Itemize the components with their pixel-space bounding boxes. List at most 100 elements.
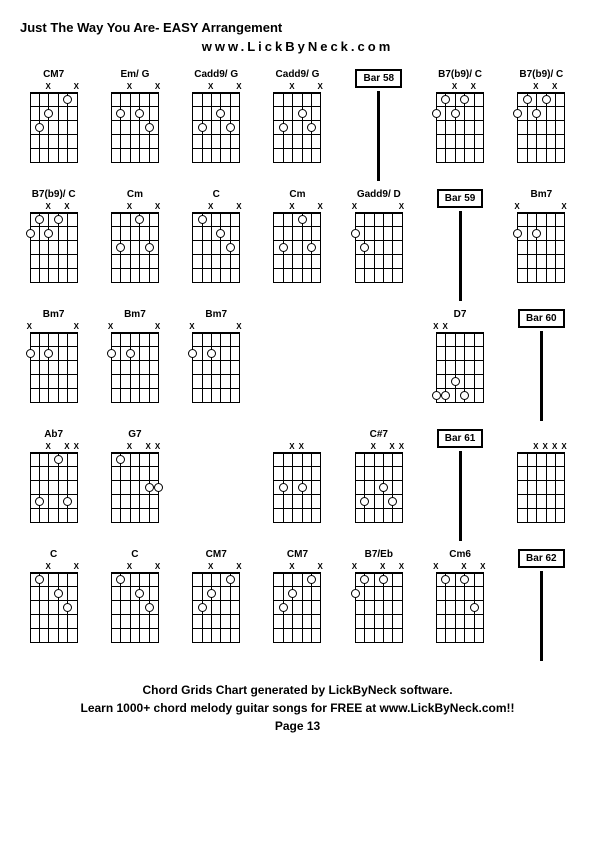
string-marker: X — [480, 562, 485, 571]
chord-label: C#7 — [370, 429, 388, 441]
chord-cell: Em/ GXX — [101, 69, 168, 181]
chord-label: Gadd9/ D — [357, 189, 401, 201]
fretboard: XX — [111, 324, 159, 402]
string-marker: X — [208, 82, 213, 91]
string-marker: X — [127, 202, 132, 211]
chord-label: G7 — [128, 429, 141, 441]
finger-dot — [116, 109, 125, 118]
finger-dot — [470, 603, 479, 612]
chord-cell: Bar 62 — [508, 549, 575, 661]
bar-number-label: Bar 61 — [437, 429, 484, 448]
string-marker: X — [552, 442, 557, 451]
fretboard: XXXX — [517, 444, 565, 522]
bar-divider — [459, 211, 462, 301]
finger-dot — [198, 603, 207, 612]
string-marker: X — [236, 202, 241, 211]
chord-cell: B7(b9)/ CXX — [508, 69, 575, 181]
chord-label: Cm — [289, 189, 305, 201]
finger-dot — [360, 497, 369, 506]
string-marker: X — [108, 322, 113, 331]
finger-dot — [44, 349, 53, 358]
finger-dot — [460, 391, 469, 400]
finger-dot — [35, 575, 44, 584]
string-marker: X — [146, 442, 151, 451]
finger-dot — [351, 589, 360, 598]
finger-dot — [307, 575, 316, 584]
footer-line-3: Page 13 — [20, 717, 575, 735]
chord-cell: Cadd9/ GXX — [264, 69, 331, 181]
string-marker: X — [289, 562, 294, 571]
string-marker: X — [352, 562, 357, 571]
chord-label: C — [50, 549, 57, 561]
fretboard: XX — [192, 84, 240, 162]
finger-dot — [154, 483, 163, 492]
fretboard: XX — [30, 564, 78, 642]
chord-label: C — [213, 189, 220, 201]
chord-cell: Bar 61 — [426, 429, 493, 541]
string-marker: X — [543, 442, 548, 451]
bar-divider — [377, 91, 380, 181]
bar-number-label: Bar 59 — [437, 189, 484, 208]
finger-dot — [35, 123, 44, 132]
chord-label: CM7 — [287, 549, 308, 561]
finger-dot — [351, 229, 360, 238]
bar-number-label: Bar 60 — [518, 309, 565, 328]
string-marker: X — [552, 82, 557, 91]
finger-dot — [145, 483, 154, 492]
fretboard: XX — [436, 84, 484, 162]
chord-cell: Gadd9/ DXX — [345, 189, 412, 301]
fretboard: XX — [273, 564, 321, 642]
string-marker: X — [399, 442, 404, 451]
chord-cell: CXX — [101, 549, 168, 661]
finger-dot — [513, 229, 522, 238]
finger-dot — [126, 349, 135, 358]
fretboard: XX — [192, 204, 240, 282]
finger-dot — [279, 483, 288, 492]
bar-divider — [459, 451, 462, 541]
finger-dot — [135, 109, 144, 118]
finger-dot — [54, 215, 63, 224]
finger-dot — [135, 589, 144, 598]
chord-cell: CM7XX — [20, 69, 87, 181]
finger-dot — [116, 575, 125, 584]
finger-dot — [135, 215, 144, 224]
footer: Chord Grids Chart generated by LickByNec… — [20, 681, 575, 735]
finger-dot — [216, 109, 225, 118]
string-marker: X — [352, 202, 357, 211]
fretboard: XX — [436, 324, 484, 402]
finger-dot — [298, 483, 307, 492]
finger-dot — [523, 95, 532, 104]
chord-cell: CmXX — [101, 189, 168, 301]
finger-dot — [388, 497, 397, 506]
chord-label: Bm7 — [124, 309, 146, 321]
finger-dot — [360, 243, 369, 252]
chord-cell: Bm7XX — [101, 309, 168, 421]
string-marker: X — [371, 442, 376, 451]
fretboard: XX — [517, 84, 565, 162]
chord-cell: D7XX — [426, 309, 493, 421]
string-marker: X — [433, 562, 438, 571]
finger-dot — [279, 603, 288, 612]
fretboard: XX — [30, 204, 78, 282]
finger-dot — [63, 95, 72, 104]
chord-cell: B7(b9)/ C XX — [426, 69, 493, 181]
finger-dot — [451, 377, 460, 386]
chord-cell: Bar 60 — [508, 309, 575, 421]
bar-divider — [540, 331, 543, 421]
finger-dot — [116, 243, 125, 252]
string-marker: X — [74, 442, 79, 451]
string-marker: X — [155, 322, 160, 331]
finger-dot — [279, 243, 288, 252]
string-marker: X — [45, 442, 50, 451]
string-marker: X — [380, 562, 385, 571]
chord-label: Cm6 — [449, 549, 471, 561]
string-marker: X — [289, 202, 294, 211]
string-marker: X — [127, 562, 132, 571]
finger-dot — [441, 391, 450, 400]
chord-label: B7(b9)/ C — [438, 69, 482, 81]
fretboard: XX — [517, 204, 565, 282]
string-marker: X — [442, 322, 447, 331]
chord-cell: Bm7XX — [183, 309, 250, 421]
finger-dot — [63, 497, 72, 506]
chord-cell: Bar 59 — [426, 189, 493, 301]
